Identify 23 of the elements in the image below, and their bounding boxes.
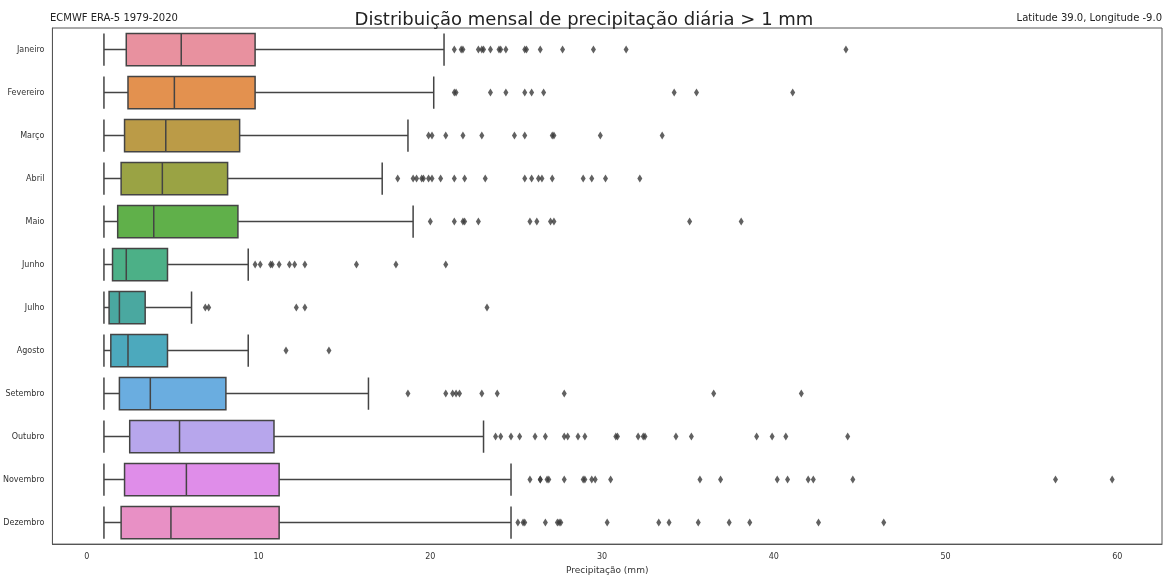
y-tick-label: Abril	[26, 174, 45, 184]
y-tick-label: Setembro	[5, 389, 45, 399]
y-tick-label: Julho	[23, 303, 45, 313]
x-tick-label: 40	[768, 551, 779, 561]
x-tick-label: 10	[253, 551, 264, 561]
text: ECMWF ERA-5 1979-2020	[50, 11, 178, 23]
y-tick-label: Novembro	[2, 475, 45, 485]
x-tick-label: 20	[425, 551, 436, 561]
x-tick-label: 60	[1112, 551, 1123, 561]
y-tick-label: Janeiro	[15, 45, 45, 54]
text: Latitude 39.0, Longitude -9.0	[1016, 11, 1162, 23]
y-tick-label: Outubro	[11, 432, 45, 442]
x-axis-title: Precipitação (mm)	[566, 564, 649, 575]
x-tick-label: 30	[596, 551, 608, 561]
y-tick-label: Agosto	[16, 346, 45, 356]
y-tick-label: Março	[20, 131, 45, 141]
x-tick-label: 50	[940, 551, 951, 561]
y-tick-label: Fevereiro	[7, 88, 45, 98]
x-tick-label: 0	[84, 551, 90, 561]
y-tick-label: Junho	[20, 260, 45, 270]
y-tick-label: Maio	[25, 217, 45, 227]
y-tick-label: Dezembro	[3, 518, 45, 528]
chart-title: Distribuição mensal de precipitação diária > 1 mm	[354, 7, 814, 29]
